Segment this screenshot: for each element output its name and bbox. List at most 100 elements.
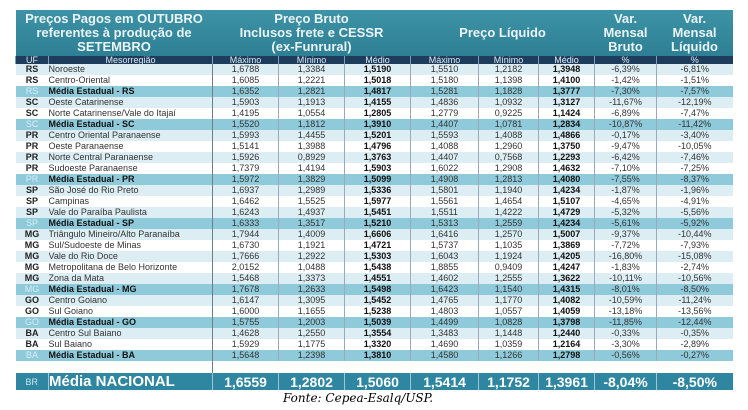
region-cell: Zona da Mata: [48, 273, 213, 284]
value-cell: -12,19%: [656, 97, 733, 108]
table-row: PR Sudoeste Paranaense 1,7379 1,4194 1,5903 1…: [15, 163, 733, 174]
value-cell: -5,61%: [594, 218, 657, 229]
region-cell: Média Estadual - PR: [48, 174, 213, 185]
region-cell: Centro Oriental Paranaense: [48, 130, 213, 141]
value-cell: 1,1913: [278, 97, 345, 108]
table-row: GO Sul Goiano 1,6000 1,1655 1,5238 1,4803 1,05…: [15, 306, 733, 317]
value-cell: -1,96%: [656, 185, 733, 196]
value-cell: -4,91%: [656, 196, 733, 207]
region-cell: Oeste Catarinense: [48, 97, 213, 108]
value-cell: 1,5099: [343, 174, 411, 185]
spacer-row: [15, 361, 733, 373]
value-cell: 1,5414: [410, 373, 479, 390]
value-cell: 1,3798: [538, 317, 595, 328]
value-cell: 1,6333: [212, 218, 279, 229]
table-row: GO Centro Goiano 1,6147 1,3095 1,5452 1,4765 1…: [15, 295, 733, 306]
state-average-row: GO Média Estadual - GO 1,5755 1,2003 1,5039 1…: [15, 317, 733, 328]
value-cell: 1,4690: [410, 339, 479, 350]
region-cell: Centro-Oriental: [48, 75, 213, 86]
value-cell: 1,3961: [538, 373, 595, 390]
value-cell: 1,3320: [343, 339, 411, 350]
value-cell: 1,4632: [538, 163, 595, 174]
region-cell: Vale do Rio Doce: [48, 251, 213, 262]
value-cell: 1,6022: [410, 163, 479, 174]
value-cell: 0,7568: [478, 152, 539, 163]
value-cell: 1,0781: [478, 119, 539, 130]
column-header: Máximo: [212, 56, 279, 64]
value-cell: -8,50%: [656, 284, 733, 295]
uf-cell: BA: [15, 339, 49, 350]
value-cell: -11,24%: [656, 295, 733, 306]
value-cell: 1,5903: [212, 97, 279, 108]
state-average-row: PR Média Estadual - PR 1,5972 1,3829 1,5099 1…: [15, 174, 733, 185]
value-cell: 1,5993: [212, 130, 279, 141]
value-cell: 1,4080: [538, 174, 595, 185]
value-cell: 1,2834: [538, 119, 595, 130]
value-cell: -0,17%: [594, 130, 657, 141]
value-cell: 1,4088: [478, 130, 539, 141]
region-cell: Média Estadual - GO: [48, 317, 213, 328]
value-cell: -7,72%: [594, 240, 657, 251]
region-cell: Sudoeste Paranaense: [48, 163, 213, 174]
state-average-row: RS Média Estadual - RS 1,6352 1,2821 1,4817 1…: [15, 86, 733, 97]
region-cell: Centro Sul Baiano: [48, 328, 213, 339]
region-cell: Vale do Paraíba Paulista: [48, 207, 213, 218]
region-cell: Norte Catarinense/Vale do Itajaí: [48, 108, 213, 119]
value-cell: 1,4729: [538, 207, 595, 218]
uf-cell: PR: [15, 152, 49, 163]
value-cell: 1,4407: [410, 152, 479, 163]
uf-cell: SC: [15, 119, 49, 130]
value-cell: -6,81%: [656, 64, 733, 75]
value-cell: 1,4222: [478, 207, 539, 218]
value-cell: -7,25%: [656, 163, 733, 174]
value-cell: 1,4937: [278, 207, 345, 218]
state-average-row: MG Média Estadual - MG 1,7678 1,2633 1,5498 1…: [15, 284, 733, 295]
value-cell: 1,5977: [343, 196, 411, 207]
column-header: Médio: [538, 56, 595, 64]
region-cell: Noroeste: [48, 64, 213, 75]
value-cell: 1,3127: [538, 97, 595, 108]
value-cell: -5,92%: [656, 218, 733, 229]
value-cell: 1,5593: [410, 130, 479, 141]
value-cell: 1,6147: [212, 295, 279, 306]
value-cell: -9,47%: [594, 141, 657, 152]
value-cell: -10,56%: [656, 273, 733, 284]
column-header: %: [656, 56, 733, 64]
var-gross-header: Var. Mensal Bruto: [594, 10, 657, 56]
value-cell: 1,5438: [343, 262, 411, 273]
value-cell: 1,5007: [538, 229, 595, 240]
value-cell: 1,3777: [538, 86, 595, 97]
value-cell: 1,5451: [343, 207, 411, 218]
value-cell: 1,4654: [478, 196, 539, 207]
uf-cell: BA: [15, 350, 49, 361]
value-cell: 2,0152: [212, 262, 279, 273]
value-cell: 1,4100: [538, 75, 595, 86]
value-cell: 1,5737: [410, 240, 479, 251]
value-cell: -5,32%: [594, 207, 657, 218]
region-cell: Sul Baiano: [48, 339, 213, 350]
value-cell: 1,6559: [212, 373, 279, 390]
value-cell: 1,5313: [410, 218, 479, 229]
table-row: RS Centro-Oriental 1,6085 1,2221 1,5018 1,518…: [15, 75, 733, 86]
value-cell: -1,87%: [594, 185, 657, 196]
uf-cell: MG: [15, 229, 49, 240]
value-cell: 1,2221: [278, 75, 345, 86]
value-cell: 1,4407: [410, 119, 479, 130]
value-cell: 1,3869: [538, 240, 595, 251]
value-cell: 1,6937: [212, 185, 279, 196]
value-cell: 1,2570: [478, 229, 539, 240]
value-cell: 1,1655: [278, 306, 345, 317]
value-cell: 1,1940: [478, 185, 539, 196]
value-cell: 1,1812: [278, 119, 345, 130]
value-cell: 1,3829: [278, 174, 345, 185]
state-average-row: BA Média Estadual - BA 1,5648 1,2398 1,3810 1…: [15, 350, 733, 361]
value-cell: 1,5201: [343, 130, 411, 141]
table-row: MG Metropolitana de Belo Horizonte 2,0152 1…: [15, 262, 733, 273]
value-cell: 1,2555: [478, 273, 539, 284]
value-cell: 1,5303: [343, 251, 411, 262]
value-cell: 1,1035: [478, 240, 539, 251]
value-cell: -8,01%: [594, 284, 657, 295]
value-cell: 1,7678: [212, 284, 279, 295]
value-cell: 1,4765: [410, 295, 479, 306]
value-cell: -1,42%: [594, 75, 657, 86]
